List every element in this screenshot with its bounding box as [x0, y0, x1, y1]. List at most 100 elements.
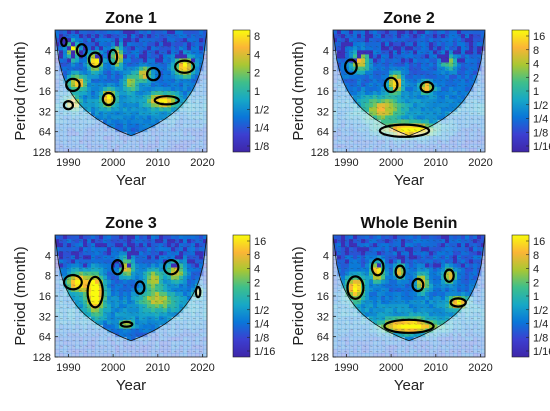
heatmap-cell: [171, 58, 176, 64]
phase-arrow: [363, 46, 367, 48]
phase-arrow: [394, 51, 398, 53]
heatmap-cell: [199, 46, 204, 51]
phase-arrow: [85, 240, 89, 242]
heatmap-cell: [115, 82, 120, 88]
heatmap-cell: [187, 54, 192, 60]
heatmap-cell: [139, 58, 144, 64]
heatmap-cell: [147, 308, 152, 313]
heatmap-cell: [433, 135, 438, 141]
phase-arrow: [85, 317, 89, 319]
phase-arrow: [192, 301, 196, 303]
phase-arrow: [142, 74, 146, 76]
phase-arrow: [199, 46, 203, 48]
heatmap-cell: [457, 54, 462, 60]
heatmap-cell: [341, 70, 346, 76]
phase-arrow: [66, 284, 70, 286]
heatmap-cell: [87, 74, 92, 80]
phase-arrow: [97, 129, 101, 131]
phase-arrow: [388, 51, 392, 53]
phase-arrow: [199, 340, 203, 342]
phase-arrow: [104, 96, 108, 98]
heatmap-cell: [341, 66, 346, 72]
phase-arrow: [375, 129, 379, 131]
phase-arrow: [394, 35, 398, 37]
heatmap-cell: [155, 239, 160, 244]
heatmap-cell: [191, 38, 196, 43]
heatmap-cell: [473, 62, 478, 68]
phase-arrow: [161, 351, 165, 353]
heatmap-cell: [111, 46, 116, 51]
heatmap-cell: [119, 111, 124, 116]
phase-arrow: [161, 35, 165, 37]
y-axis-label: Period (month): [12, 41, 29, 140]
phase-arrow: [180, 290, 184, 292]
phase-arrow: [78, 101, 82, 103]
heatmap-cell: [353, 78, 358, 84]
phase-arrow: [116, 301, 120, 303]
heatmap-cell: [469, 111, 474, 116]
phase-arrow: [363, 124, 367, 125]
heatmap-cell: [155, 263, 160, 269]
heatmap-cell: [75, 95, 80, 100]
phase-arrow: [186, 112, 190, 114]
heatmap-cell: [445, 131, 450, 137]
heatmap-cell: [79, 324, 84, 330]
phase-arrow: [445, 146, 449, 148]
phase-arrow: [173, 90, 177, 92]
heatmap-cell: [333, 135, 338, 141]
heatmap-cell: [465, 78, 470, 84]
heatmap-cell: [123, 247, 128, 252]
heatmap-cell: [385, 78, 390, 84]
heatmap-cell: [91, 131, 96, 137]
heatmap-cell: [143, 328, 148, 334]
heatmap-cell: [465, 91, 470, 96]
phase-arrow: [91, 290, 95, 292]
heatmap-cell: [357, 70, 362, 76]
heatmap-cell: [155, 115, 160, 121]
heatmap-cell: [397, 127, 402, 133]
phase-arrow: [59, 268, 63, 269]
phase-arrow: [142, 262, 146, 264]
heatmap-cell: [389, 70, 394, 76]
heatmap-cell: [457, 99, 462, 104]
phase-arrow: [407, 63, 411, 64]
heatmap-cell: [191, 95, 196, 100]
heatmap-cell: [91, 308, 96, 313]
heatmap-cell: [353, 91, 358, 96]
phase-arrow: [369, 129, 373, 131]
heatmap-cell: [119, 54, 124, 60]
heatmap-cell: [393, 135, 398, 141]
heatmap-cell: [167, 263, 172, 269]
phase-arrow: [167, 340, 171, 342]
phase-arrow: [470, 74, 474, 76]
heatmap-cell: [195, 267, 200, 273]
heatmap-cell: [63, 62, 68, 68]
heatmap-cell: [457, 34, 462, 39]
heatmap-cell: [409, 30, 414, 35]
phase-arrow: [186, 295, 190, 297]
heatmap-cell: [171, 251, 176, 256]
heatmap-cell: [369, 58, 374, 64]
heatmap-cell: [195, 50, 200, 55]
heatmap-cell: [99, 271, 104, 277]
heatmap-cell: [191, 259, 196, 265]
phase-arrow: [72, 129, 76, 131]
x-axis-label: Year: [394, 172, 424, 189]
heatmap-cell: [147, 275, 152, 281]
heatmap-cell: [83, 324, 88, 330]
phase-arrow: [110, 273, 114, 275]
heatmap-cell: [473, 30, 478, 35]
heatmap-cell: [131, 271, 136, 277]
phase-arrow: [110, 351, 114, 353]
heatmap-area: [333, 30, 485, 152]
heatmap-cell: [131, 78, 136, 84]
heatmap-cell: [155, 127, 160, 133]
heatmap-cell: [59, 58, 64, 64]
phase-arrow: [477, 107, 481, 109]
heatmap-cell: [83, 291, 88, 297]
phase-arrow: [394, 57, 398, 59]
heatmap-cell: [99, 70, 104, 76]
heatmap-cell: [159, 324, 164, 330]
heatmap-cell: [103, 143, 108, 149]
heatmap-cell: [389, 103, 394, 108]
